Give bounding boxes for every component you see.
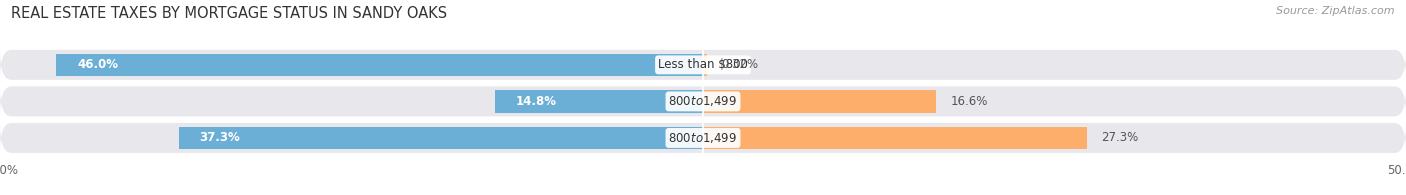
Text: $800 to $1,499: $800 to $1,499 bbox=[668, 94, 738, 108]
Text: 27.3%: 27.3% bbox=[1101, 131, 1137, 144]
Bar bbox=[703, 127, 1087, 149]
Text: 0.32%: 0.32% bbox=[721, 58, 759, 71]
Text: REAL ESTATE TAXES BY MORTGAGE STATUS IN SANDY OAKS: REAL ESTATE TAXES BY MORTGAGE STATUS IN … bbox=[11, 6, 447, 21]
Text: $800 to $1,499: $800 to $1,499 bbox=[668, 131, 738, 145]
Bar bbox=[703, 90, 936, 113]
Bar bbox=[179, 127, 703, 149]
Bar bbox=[495, 90, 703, 113]
FancyBboxPatch shape bbox=[0, 86, 1406, 116]
FancyBboxPatch shape bbox=[0, 50, 1406, 80]
Text: 37.3%: 37.3% bbox=[200, 131, 240, 144]
Text: Less than $800: Less than $800 bbox=[658, 58, 748, 71]
Text: 46.0%: 46.0% bbox=[77, 58, 118, 71]
Text: 14.8%: 14.8% bbox=[516, 95, 557, 108]
Text: Source: ZipAtlas.com: Source: ZipAtlas.com bbox=[1277, 6, 1395, 16]
FancyBboxPatch shape bbox=[0, 123, 1406, 153]
Text: 16.6%: 16.6% bbox=[950, 95, 988, 108]
Bar bbox=[56, 53, 703, 76]
Bar bbox=[703, 53, 707, 76]
